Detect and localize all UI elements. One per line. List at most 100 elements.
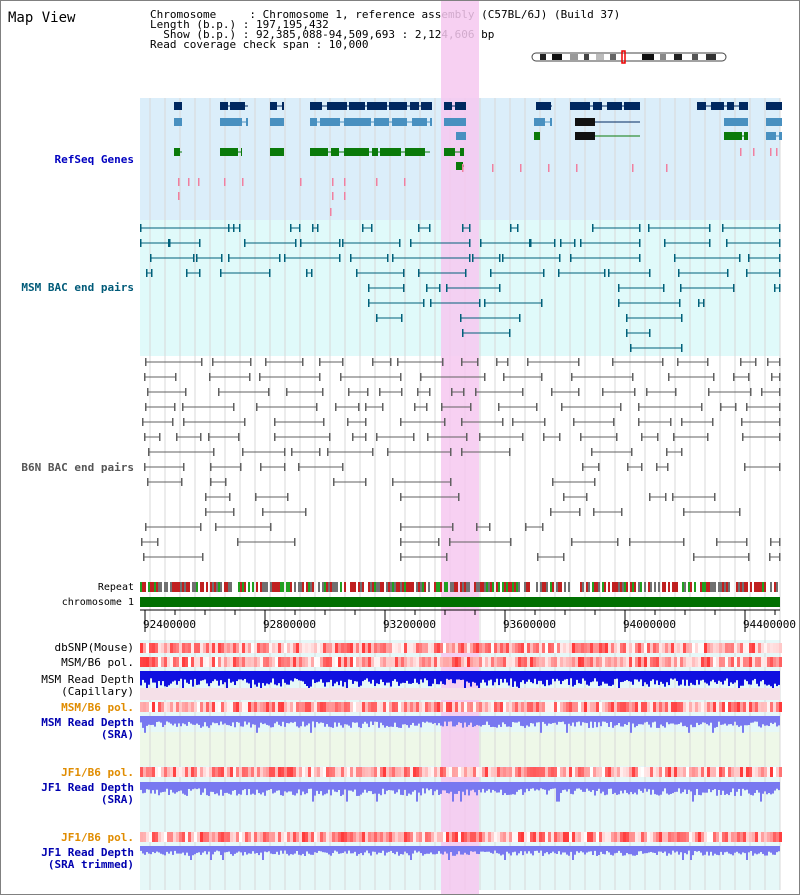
read-depth-bar — [328, 782, 330, 790]
read-depth-bar — [272, 782, 274, 794]
read-depth-bar — [574, 716, 576, 727]
read-depth-bar — [338, 782, 340, 790]
bac-end — [342, 463, 344, 471]
read-depth-bar — [548, 716, 550, 724]
ideogram-band — [642, 54, 654, 60]
repeat-element — [710, 582, 712, 592]
read-depth-bar — [566, 671, 568, 679]
read-depth-bar — [704, 846, 706, 855]
snp-density-cell — [395, 767, 398, 777]
read-depth-bar — [372, 782, 374, 795]
read-depth-bar — [668, 846, 670, 854]
snp-density-cell — [308, 643, 311, 653]
snp-density-cell — [317, 657, 320, 667]
bac-end — [286, 388, 288, 396]
gene-exon — [241, 148, 242, 156]
snp-density-cell — [302, 702, 305, 712]
repeat-element — [478, 582, 480, 592]
snp-density-cell — [740, 643, 743, 653]
snp-density-cell — [560, 832, 563, 842]
snp-density-cell — [296, 643, 299, 653]
read-depth-bar — [276, 846, 278, 852]
snp-density-cell — [734, 767, 737, 777]
snp-density-cell — [212, 657, 215, 667]
read-depth-bar — [368, 671, 370, 682]
snp-density-cell — [194, 657, 197, 667]
read-depth-bar — [650, 846, 652, 852]
snp-density-cell — [425, 767, 428, 777]
read-depth-bar — [272, 671, 274, 679]
read-depth-bar — [718, 671, 720, 681]
read-depth-bar — [322, 671, 324, 683]
read-depth-bar — [522, 846, 524, 856]
gene-exon — [389, 102, 407, 110]
bac-end — [525, 523, 527, 531]
read-depth-bar — [552, 671, 554, 679]
read-depth-bar — [166, 846, 168, 852]
read-depth-bar — [262, 782, 264, 793]
snp-density-cell — [398, 643, 401, 653]
snp-density-cell — [683, 657, 686, 667]
repeat-element — [210, 582, 212, 592]
snp-density-cell — [458, 702, 461, 712]
read-depth-bar — [292, 671, 294, 682]
track-label-b6n-bac[interactable]: B6N BAC end pairs — [21, 461, 134, 474]
read-depth-bar — [672, 671, 674, 680]
repeat-element — [404, 582, 406, 592]
bac-end — [342, 239, 344, 247]
snp-density-cell — [344, 767, 347, 777]
snp-density-cell — [452, 767, 455, 777]
bac-end — [302, 358, 304, 366]
snp-density-cell — [602, 832, 605, 842]
read-depth-bar — [590, 782, 592, 792]
snp-density-cell — [197, 702, 200, 712]
read-depth-bar — [224, 716, 226, 724]
refseq-marker — [224, 178, 226, 186]
read-depth-bar — [484, 782, 486, 793]
read-depth-bar — [714, 716, 716, 728]
snp-density-cell — [746, 657, 749, 667]
read-depth-bar — [546, 716, 548, 726]
snp-density-cell — [254, 657, 257, 667]
read-depth-bar — [190, 846, 192, 860]
snp-density-cell — [218, 832, 221, 842]
snp-density-cell — [665, 702, 668, 712]
read-depth-bar — [320, 716, 322, 723]
read-depth-bar — [562, 716, 564, 722]
bac-end — [356, 269, 358, 277]
snp-density-cell — [740, 767, 743, 777]
bac-end — [484, 373, 486, 381]
read-depth-bar — [500, 716, 502, 727]
refseq-marker — [548, 164, 550, 172]
bac-end — [626, 329, 628, 337]
read-depth-bar — [150, 782, 152, 794]
read-depth-bar — [174, 846, 176, 851]
snp-density-cell — [335, 702, 338, 712]
track-label-msm-bac[interactable]: MSM BAC end pairs — [21, 281, 134, 294]
snp-density-cell — [587, 657, 590, 667]
snp-density-cell — [182, 643, 185, 653]
snp-density-cell — [506, 643, 509, 653]
snp-density-cell — [200, 702, 203, 712]
snp-density-cell — [335, 767, 338, 777]
snp-density-cell — [365, 643, 368, 653]
read-depth-bar — [722, 671, 724, 685]
repeat-element — [410, 582, 412, 592]
read-depth-bar — [154, 846, 156, 854]
snp-density-cell — [773, 643, 776, 653]
read-depth-bar — [720, 716, 722, 725]
snp-density-cell — [332, 832, 335, 842]
snp-density-cell — [503, 832, 506, 842]
read-depth-bar — [758, 846, 760, 854]
snp-density-cell — [632, 657, 635, 667]
snp-density-cell — [527, 657, 530, 667]
track-label-refseq[interactable]: RefSeq Genes — [54, 153, 134, 166]
read-depth-bar — [700, 671, 702, 681]
read-depth-bar — [666, 671, 668, 683]
snp-density-cell — [401, 767, 404, 777]
read-depth-bar — [152, 782, 154, 791]
snp-density-cell — [419, 767, 422, 777]
bac-end — [208, 433, 210, 441]
bac-end — [629, 538, 631, 546]
